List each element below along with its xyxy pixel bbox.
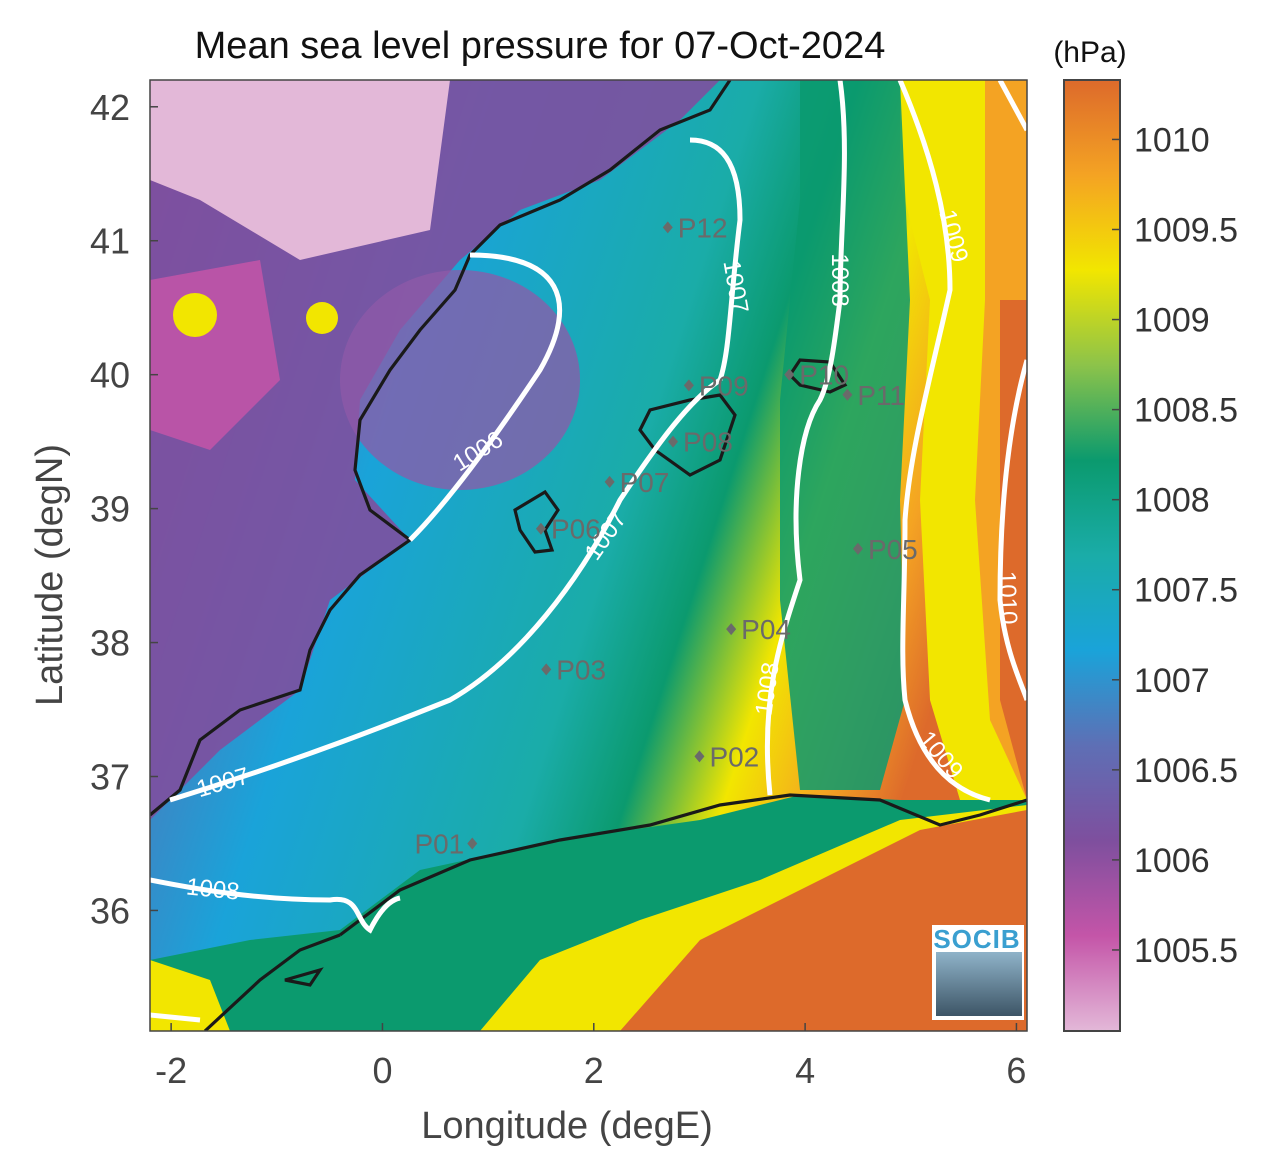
station-label: P07 — [620, 467, 670, 498]
station-label: P03 — [556, 654, 606, 685]
colorbar-tick-label: 1010 — [1134, 121, 1210, 159]
station-marker — [668, 435, 679, 448]
station-label: P01 — [414, 828, 464, 859]
colorbar-unit-label: (hPa) — [1053, 36, 1126, 69]
colorbar-tick-label: 1009 — [1134, 302, 1210, 340]
station-label: P11 — [857, 380, 905, 411]
isobar-1007-line — [169, 377, 722, 803]
y-tick-label: 37 — [90, 757, 130, 798]
isobar-1008-line — [764, 80, 847, 796]
station-marker — [541, 663, 552, 676]
mid-pressure-band — [780, 80, 910, 790]
x-tick-label: -2 — [155, 1050, 187, 1091]
isobar-1006-line — [408, 252, 563, 542]
low-pressure-land — [150, 80, 720, 820]
station-marker — [694, 750, 705, 763]
isobar-corner-line — [150, 1012, 201, 1023]
ibiza-outline — [513, 489, 560, 554]
sea-low-center — [340, 270, 580, 490]
x-axis-label: Longitude (degE) — [421, 1105, 713, 1147]
colorbar-gradient — [1063, 79, 1121, 1032]
colorbar-tick-label: 1005.5 — [1134, 932, 1238, 970]
terrain-hotspot — [306, 302, 338, 334]
isobar-lines — [150, 80, 1027, 1023]
colorbar-tick-label: 1006 — [1134, 842, 1210, 880]
station-label: P04 — [741, 614, 791, 645]
y-tick-label: 42 — [90, 87, 130, 128]
isobar-label: 1008 — [185, 873, 241, 905]
station-label: P12 — [678, 212, 728, 243]
africa-highest — [620, 810, 1027, 1031]
station-label: P08 — [683, 427, 733, 458]
colorbar: 1010 1009.5 1009 1008.5 1008 1007.5 1007 1006.5… — [1063, 79, 1238, 1032]
colorbar-tick-label: 1007 — [1134, 662, 1210, 700]
map-frame — [149, 79, 1028, 1032]
y-tick-label: 38 — [90, 623, 130, 664]
station-marker — [842, 388, 853, 401]
y-tick-label: 39 — [90, 489, 130, 530]
highest-pressure-band — [1000, 300, 1027, 800]
station-points: P01 P02 P03 P04 P05 P06 P07 P08 P09 P10 P11 P12 — [414, 212, 917, 859]
y-tick-label: 40 — [90, 355, 130, 396]
x-axis: -2 0 2 4 6 — [155, 1023, 1026, 1091]
x-tick-label: 6 — [1006, 1050, 1026, 1091]
logo-text: SOCIB — [933, 924, 1020, 954]
corner-high — [150, 960, 230, 1031]
mallorca-outline — [638, 393, 737, 477]
isobar-1007-north-line — [689, 137, 743, 381]
colorbar-tick-label: 1009.5 — [1134, 211, 1238, 249]
iberia-coastline — [150, 80, 732, 817]
station-marker — [726, 623, 737, 636]
x-tick-label: 2 — [584, 1050, 604, 1091]
station-marker — [662, 221, 673, 234]
station-label: P05 — [868, 534, 918, 565]
station-label: P10 — [799, 360, 849, 391]
isobar-1010-line — [997, 359, 1027, 701]
y-axis-label: Latitude (degN) — [29, 444, 71, 706]
terrain-hotspot — [173, 293, 217, 337]
isobar-1008-south-line — [150, 877, 401, 934]
station-label: P09 — [699, 370, 749, 401]
africa-west-coastline — [203, 933, 341, 1031]
alboran-island-outline — [284, 967, 324, 987]
isobar-label: 1010 — [993, 571, 1022, 625]
isobar-label: 1008 — [826, 253, 853, 306]
socib-logo: SOCIB — [932, 924, 1024, 1020]
x-tick-label: 0 — [372, 1050, 392, 1091]
colorbar-tick-label: 1006.5 — [1134, 752, 1238, 790]
africa-coastline — [339, 793, 1027, 937]
logo-wave-panel — [936, 952, 1022, 1016]
station-label: P02 — [709, 741, 759, 772]
map-area: 1006 1007 1007 1007 1008 1008 1008 1009 … — [150, 80, 1027, 1031]
station-marker — [784, 368, 795, 381]
y-tick-label: 41 — [90, 221, 130, 262]
map-title: Mean sea level pressure for 07-Oct-2024 — [195, 25, 886, 67]
station-marker — [467, 837, 478, 850]
colorbar-ticks: 1010 1009.5 1009 1008.5 1008 1007.5 1007 1006.5… — [1112, 121, 1238, 970]
colorbar-tick-label: 1007.5 — [1134, 572, 1238, 610]
station-label: P06 — [551, 514, 601, 545]
y-tick-label: 36 — [90, 890, 130, 931]
lowest-pressure-area — [150, 80, 450, 260]
x-tick-label: 4 — [795, 1050, 815, 1091]
isobar-1009-line — [897, 80, 991, 803]
colorbar-tick-label: 1008 — [1134, 482, 1210, 520]
station-marker — [683, 379, 694, 392]
station-marker — [604, 475, 615, 488]
colorbar-tick-label: 1008.5 — [1134, 392, 1238, 430]
y-axis: 42 41 40 39 38 37 36 — [90, 87, 158, 931]
menorca-outline — [787, 358, 848, 394]
station-marker — [852, 542, 863, 555]
isobar-1009-north-line — [997, 80, 1027, 132]
coastlines — [150, 80, 1027, 1031]
station-marker — [535, 522, 546, 535]
